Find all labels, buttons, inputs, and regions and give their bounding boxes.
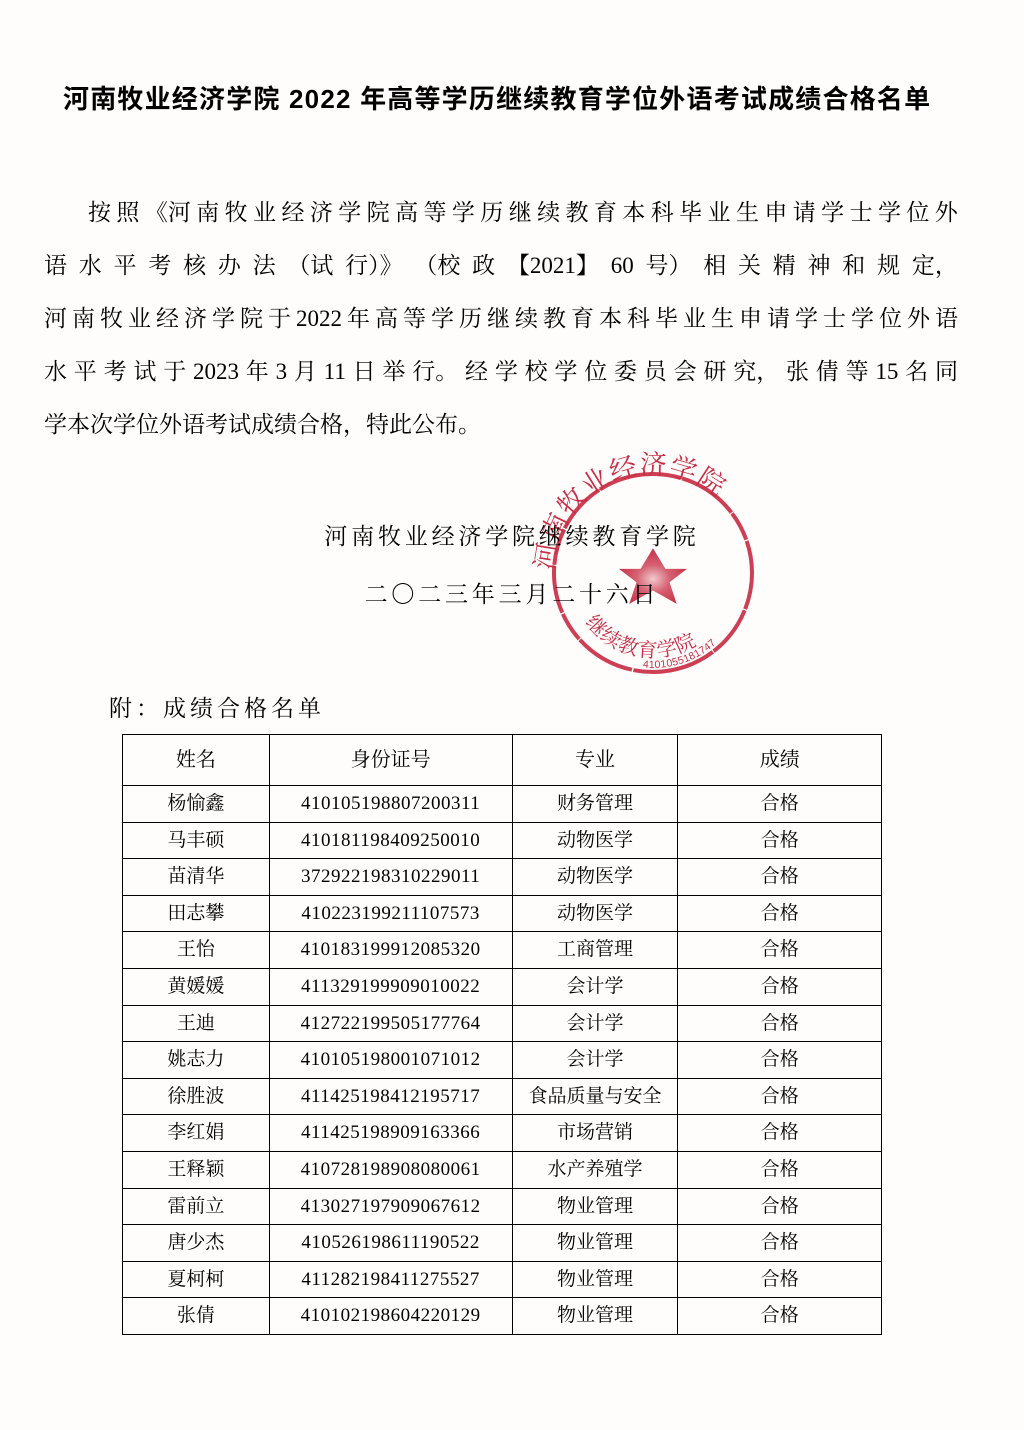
svg-text:河南牧业经济学院: 河南牧业经济学院 [522, 443, 735, 572]
